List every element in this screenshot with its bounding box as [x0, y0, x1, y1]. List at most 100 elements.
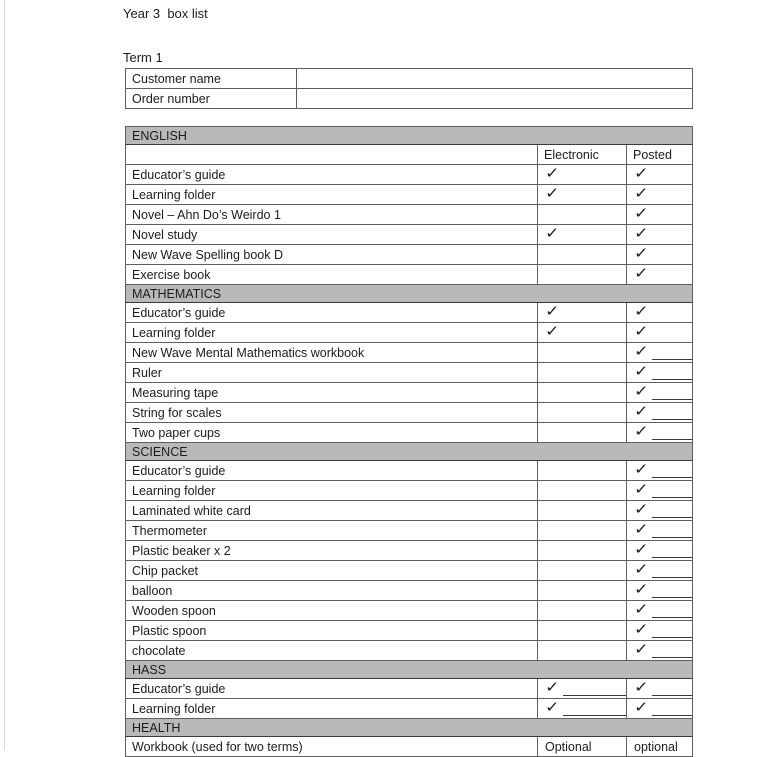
electronic-cell	[537, 382, 627, 403]
posted-cell: ✓	[625, 402, 694, 423]
checkmark-icon: ✓	[634, 165, 649, 182]
posted-cell: ✓	[625, 184, 694, 205]
checkmark-icon: ✓	[545, 303, 560, 320]
cell-content	[539, 364, 626, 382]
item-row: balloon ✓	[125, 580, 694, 601]
posted-cell: ✓	[625, 362, 694, 383]
electronic-cell	[537, 620, 627, 641]
item-row: Two paper cups ✓	[125, 422, 694, 443]
cell-content: ✓	[628, 680, 692, 698]
item-row: Workbook (used for two terms) Optional opt…	[125, 736, 694, 757]
checkmark-icon: ✓	[634, 461, 649, 478]
cell-text: Optional	[545, 739, 592, 754]
fill-line	[651, 682, 692, 696]
cell-content: ✓	[628, 186, 692, 204]
checkmark-icon: ✓	[545, 699, 560, 716]
fill-line	[651, 584, 692, 598]
checkmark-icon: ✓	[634, 343, 649, 360]
item-label: Exercise book	[125, 264, 538, 285]
posted-cell: ✓	[625, 698, 694, 719]
item-label: Laminated white card	[125, 500, 538, 521]
posted-cell: ✓	[625, 620, 694, 641]
cell-content: ✓	[628, 384, 692, 402]
item-label: New Wave Mental Mathematics workbook	[125, 342, 538, 363]
electronic-cell	[537, 500, 627, 521]
cell-content: Optional	[539, 738, 626, 756]
checkmark-icon: ✓	[634, 303, 649, 320]
cell-content: ✓	[628, 343, 692, 362]
fill-line	[651, 484, 692, 498]
posted-cell: ✓	[625, 244, 694, 265]
posted-cell: ✓	[625, 302, 694, 323]
posted-cell: ✓	[625, 204, 694, 225]
item-row: Learning folder ✓ ✓	[125, 184, 694, 205]
posted-cell: ✓	[625, 460, 694, 481]
cell-content: ✓	[628, 561, 692, 580]
cell-content: ✓	[628, 541, 692, 560]
item-label: Learning folder	[125, 480, 538, 501]
electronic-cell: ✓	[537, 184, 627, 205]
cell-content: ✓	[539, 699, 626, 718]
checkmark-icon: ✓	[634, 581, 649, 598]
posted-cell: ✓	[625, 520, 694, 541]
customer-table: Customer name Order number	[125, 68, 693, 109]
fill-line	[651, 406, 692, 420]
checkmark-icon: ✓	[634, 561, 649, 578]
cell-content: optional	[628, 738, 692, 756]
checkmark-icon: ✓	[634, 423, 649, 440]
checkmark-icon: ✓	[634, 641, 649, 658]
electronic-cell	[537, 402, 627, 423]
fill-line	[651, 504, 692, 518]
item-label: Wooden spoon	[125, 600, 538, 621]
section-label: MATHEMATICS	[124, 284, 694, 303]
item-label: Chip packet	[125, 560, 538, 581]
fill-line	[651, 604, 692, 618]
section-label: HEALTH	[124, 718, 694, 737]
checkmark-icon: ✓	[634, 541, 649, 558]
item-label: Plastic spoon	[125, 620, 538, 641]
cell-content	[539, 542, 626, 560]
cell-content: ✓	[628, 622, 692, 640]
section-label: ENGLISH	[124, 126, 694, 145]
customer-name-input[interactable]	[296, 68, 693, 89]
electronic-cell: Optional	[537, 736, 627, 757]
posted-cell: ✓	[625, 600, 694, 621]
checkmark-icon: ✓	[634, 501, 649, 518]
checkmark-icon: ✓	[634, 481, 649, 498]
item-label: chocolate	[125, 640, 538, 661]
item-label: Thermometer	[125, 520, 538, 541]
electronic-cell	[537, 422, 627, 443]
cell-content: ✓	[539, 186, 626, 204]
electronic-cell	[537, 204, 627, 225]
cell-content: ✓	[539, 323, 626, 342]
cell-content: ✓	[628, 246, 692, 264]
electronic-cell	[537, 580, 627, 601]
item-label: Educator’s guide	[125, 302, 538, 323]
item-label: Educator’s guide	[125, 678, 538, 699]
item-row: Novel – Ahn Do’s Weirdo 1 ✓	[125, 204, 694, 225]
checkmark-icon: ✓	[634, 699, 649, 716]
box-table-body: ENGLISH Electronic Posted Educator’s guide ✓…	[124, 126, 694, 757]
electronic-cell	[537, 264, 627, 285]
item-row: Ruler ✓	[125, 362, 694, 383]
item-row: Novel study ✓ ✓	[125, 224, 694, 245]
item-label: Plastic beaker x 2	[125, 540, 538, 561]
electronic-cell: ✓	[537, 322, 627, 343]
cell-content: ✓	[628, 641, 692, 660]
cell-content: ✓	[628, 206, 692, 224]
cell-content: ✓	[628, 324, 692, 342]
order-number-input[interactable]	[296, 88, 693, 109]
cell-content	[539, 642, 626, 660]
cell-content: ✓	[628, 481, 692, 500]
item-row: String for scales ✓	[125, 402, 694, 423]
fill-line	[651, 564, 692, 578]
fill-line	[651, 702, 692, 716]
fill-line	[562, 682, 626, 696]
cell-content: ✓	[628, 404, 692, 422]
checkmark-icon: ✓	[545, 323, 560, 340]
electronic-cell	[537, 342, 627, 363]
cell-content	[539, 344, 626, 362]
posted-cell: ✓	[625, 342, 694, 363]
item-row: Plastic spoon ✓	[125, 620, 694, 641]
item-row: Chip packet ✓	[125, 560, 694, 581]
